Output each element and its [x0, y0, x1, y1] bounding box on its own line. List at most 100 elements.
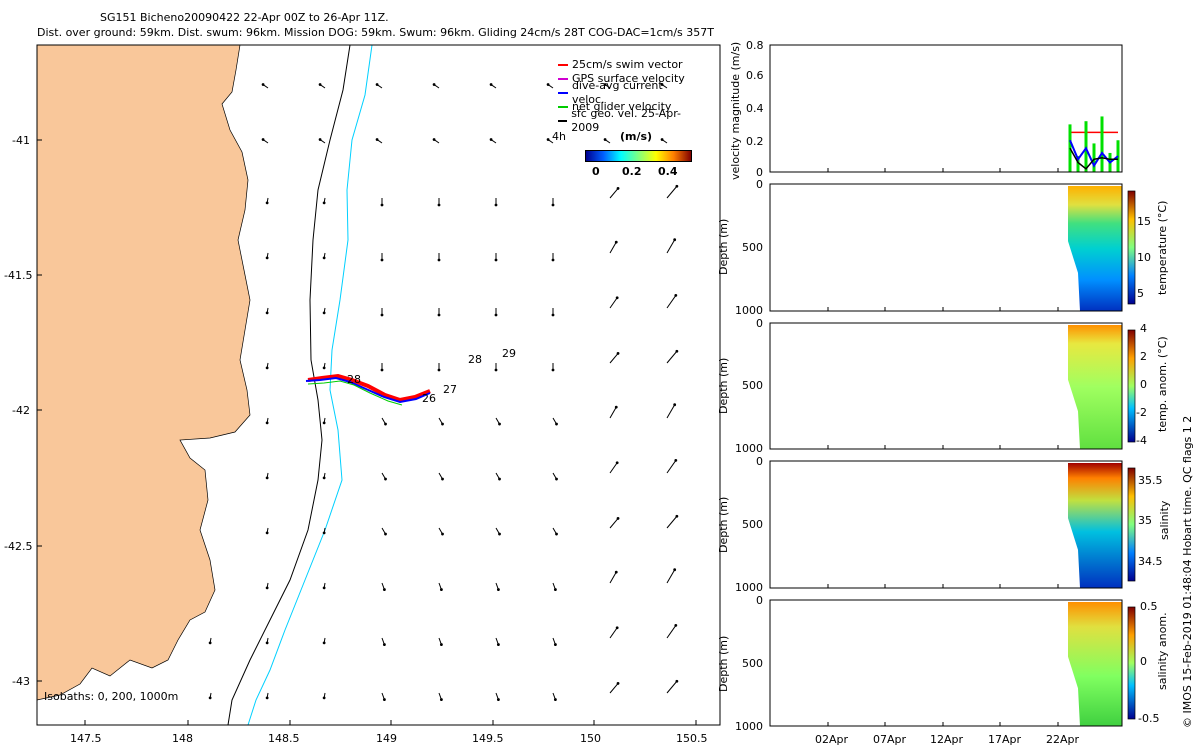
velocity-arrow [666, 680, 678, 694]
velocity-arrow [666, 404, 676, 419]
velocity-arrow-head [265, 311, 269, 315]
map-y-tick: -41 [12, 134, 30, 147]
profile-colorbar [1127, 606, 1136, 720]
velocity-arrow-head [603, 83, 607, 86]
velocity-arrow-head [439, 643, 443, 646]
velocity-arrow-head [496, 643, 500, 646]
legend-entry-geo: sfc geo. vel. 25-Apr-2009 [558, 107, 698, 134]
velocity-arrow-head [322, 421, 326, 425]
dac-series [1069, 139, 1119, 168]
velocity-arrow-head [673, 403, 677, 407]
profile-section [1068, 186, 1122, 311]
legend-label-gps: GPS surface velocity [572, 72, 685, 85]
temp-cbar-tick: 5 [1137, 287, 1144, 300]
velocity-arrow-head [441, 532, 444, 536]
velocity-arrow-head [551, 313, 555, 317]
velocity-arrow-head [496, 698, 500, 701]
velocity-arrow-head [615, 296, 619, 300]
tanom-cbar-tick: 2 [1140, 350, 1147, 363]
sal-cbar-label: salinity [1158, 500, 1171, 540]
velocity-arrow-head [380, 258, 384, 262]
sal-cbar-tick: 34.5 [1138, 555, 1163, 568]
panel-frame [769, 322, 1123, 450]
velocity-arrow-head [382, 588, 386, 591]
vel-y-tick: 0.6 [746, 69, 764, 82]
velocity-arrow-head [265, 531, 269, 535]
time-tick: 07Apr [873, 733, 907, 746]
time-tick: 12Apr [930, 733, 964, 746]
velocity-arrow-head [322, 311, 326, 315]
velocity-arrow-head [555, 532, 558, 536]
isobath-1000m [227, 45, 351, 725]
legend-label-swim: 25cm/s swim vector [572, 58, 683, 71]
velocity-arrow-head [380, 313, 384, 317]
colorbar-tick-0: 0 [592, 165, 600, 178]
velocity-arrow-head [437, 313, 441, 317]
velocity-arrow-head [546, 138, 550, 141]
velocity-arrow-head [437, 258, 441, 262]
vel-y-tick: 0.4 [746, 102, 764, 115]
velocity-arrow-head [551, 368, 555, 372]
map-x-tick: 150.5 [676, 732, 708, 745]
velocity-arrow-head [551, 203, 555, 207]
velocity-arrow-head [674, 624, 678, 627]
sal-depth-tick: 500 [742, 518, 763, 531]
tanom-depth-tick: 500 [742, 379, 763, 392]
velocity-arrow-head [673, 238, 677, 242]
vel-y-tick: 0.2 [746, 135, 764, 148]
velocity-arrow-head [322, 476, 326, 480]
day-label: 27 [443, 383, 457, 396]
velocity-arrow-head [614, 240, 618, 244]
velocity-arrow-head [660, 138, 664, 141]
map-y-tick: -42 [12, 404, 30, 417]
legend-label-geo: sfc geo. vel. 25-Apr-2009 [571, 107, 681, 134]
velocity-arrow-head [551, 258, 555, 262]
velocity-arrow [609, 518, 619, 529]
velocity-arrow-head [615, 461, 619, 465]
map-y-tick: -43 [12, 675, 30, 688]
map-frame [36, 44, 721, 726]
legend-entry-gps: GPS surface velocity [558, 72, 698, 86]
velocity-arrow-head [494, 313, 498, 317]
sanom-cbar-label: salinity anom. [1156, 612, 1169, 690]
legend-swatch-dac [558, 92, 568, 94]
glider-track-red [307, 373, 431, 403]
tanom-cbar-tick: 0 [1140, 378, 1147, 391]
velocity-arrow-head [375, 138, 379, 141]
velocity-arrow-head [675, 514, 679, 518]
velocity-arrow-head [318, 138, 322, 141]
map-x-tick: 147.5 [70, 732, 102, 745]
velocity-arrow-head [261, 83, 265, 86]
velocity-arrow [666, 350, 678, 364]
velocity-arrow-head [660, 83, 664, 86]
copyright-note: © IMOS 15-Feb-2019 01:48:04 Hobart time.… [1181, 415, 1194, 728]
velocity-arrow-head [265, 201, 269, 205]
velocity-arrow-head [494, 203, 498, 207]
velocity-arrow-head [265, 421, 269, 425]
isobath-200m [247, 45, 373, 725]
velocity-arrow [609, 571, 617, 584]
velocity-arrow-head [437, 368, 441, 372]
panel-frame [769, 44, 1123, 173]
colorbar-title: (m/s) [620, 130, 653, 143]
glider-track-blue [305, 376, 431, 404]
sal-cbar-tick: 35 [1138, 514, 1152, 527]
velocity-arrow-head [498, 422, 501, 426]
velocity-arrow-head [265, 586, 269, 590]
time-tick: 22Apr [1046, 733, 1080, 746]
time-tick: 02Apr [815, 733, 849, 746]
tanom-cbar-tick: 4 [1140, 322, 1147, 335]
day-label: 29 [502, 347, 516, 360]
colorbar-tick-2: 0.4 [658, 165, 678, 178]
velocity-arrow-head [382, 643, 386, 646]
legend-label-net: net glider velocity [572, 100, 672, 113]
velocity-arrow-head [322, 256, 326, 260]
map-x-tick: 149.5 [472, 732, 504, 745]
day-label: 26 [422, 392, 436, 405]
tanom-cbar-tick: -2 [1136, 406, 1147, 419]
velocity-arrow-head [675, 184, 679, 188]
sanom-cbar-tick: 0.5 [1140, 600, 1158, 613]
day-label: 28 [347, 373, 361, 386]
velocity-arrow [609, 188, 619, 199]
